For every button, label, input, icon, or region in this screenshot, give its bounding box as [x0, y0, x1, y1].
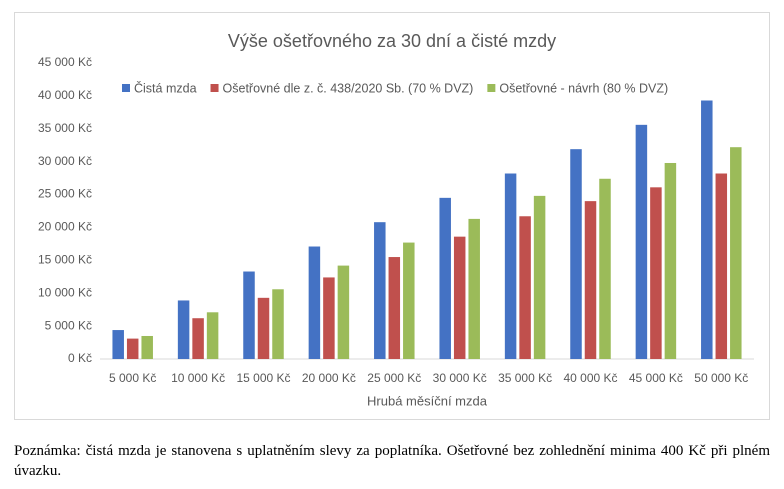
- bar: [308, 246, 321, 359]
- bar: [453, 236, 466, 359]
- x-tick-label: 10 000 Kč: [171, 371, 225, 385]
- legend-marker: [122, 84, 130, 92]
- legend-label: Čistá mzda: [134, 80, 197, 95]
- y-tick-label: 35 000 Kč: [38, 121, 92, 135]
- y-tick-label: 5 000 Kč: [45, 318, 92, 332]
- legend-marker: [487, 84, 496, 92]
- bar: [715, 173, 728, 359]
- bar: [257, 297, 270, 359]
- bar: [701, 100, 713, 359]
- bar: [570, 149, 582, 359]
- chart: Výše ošetřovného za 30 dní a čisté mzdy …: [14, 12, 770, 420]
- bar: [374, 222, 386, 359]
- y-tick-label: 30 000 Kč: [38, 154, 92, 168]
- chart-title: Výše ošetřovného za 30 dní a čisté mzdy: [228, 31, 556, 51]
- bar: [126, 338, 139, 359]
- bar: [504, 173, 517, 359]
- bar: [192, 318, 204, 359]
- bar: [468, 218, 480, 359]
- y-tick-label: 15 000 Kč: [38, 253, 92, 267]
- note: Poznámka: čistá mzda je stanovena s upla…: [14, 443, 770, 479]
- y-tick-label: 45 000 Kč: [38, 55, 92, 69]
- legend-label: Ošetřovné dle z. č. 438/2020 Sb. (70 % D…: [223, 81, 474, 95]
- x-tick-label: 15 000 Kč: [236, 371, 290, 385]
- x-tick-label: 35 000 Kč: [498, 371, 552, 385]
- bar: [337, 265, 350, 359]
- bar: [206, 312, 219, 359]
- bar: [650, 187, 662, 359]
- x-tick-label: 40 000 Kč: [563, 371, 617, 385]
- bar: [177, 300, 190, 359]
- bar: [323, 277, 335, 359]
- bar: [439, 197, 451, 359]
- bar: [584, 201, 597, 359]
- x-tick-label: 20 000 Kč: [302, 371, 356, 385]
- bar: [664, 162, 677, 359]
- x-tick-label: 45 000 Kč: [629, 371, 683, 385]
- y-tick-label: 0 Kč: [68, 351, 92, 365]
- y-tick-label: 25 000 Kč: [38, 187, 92, 201]
- bar: [635, 124, 648, 359]
- x-tick-label: 30 000 Kč: [433, 371, 487, 385]
- bar: [112, 330, 124, 359]
- bar: [243, 271, 255, 359]
- legend-marker: [210, 84, 219, 92]
- x-tick-label: 5 000 Kč: [109, 371, 156, 385]
- x-axis-label: Hrubá měsíční mzda: [367, 393, 488, 408]
- x-tick-label: 25 000 Kč: [367, 371, 421, 385]
- bar: [533, 195, 546, 359]
- bar: [730, 147, 742, 359]
- bar: [141, 335, 153, 359]
- y-tick-label: 20 000 Kč: [38, 220, 92, 234]
- y-tick-label: 40 000 Kč: [38, 88, 92, 102]
- legend-label: Ošetřovné - návrh (80 % DVZ): [499, 81, 668, 95]
- bar: [388, 257, 401, 359]
- bar: [519, 216, 531, 359]
- y-tick-label: 10 000 Kč: [38, 285, 92, 299]
- bar: [403, 242, 415, 359]
- bar: [272, 289, 284, 359]
- bar: [599, 178, 611, 359]
- x-tick-label: 50 000 Kč: [694, 371, 748, 385]
